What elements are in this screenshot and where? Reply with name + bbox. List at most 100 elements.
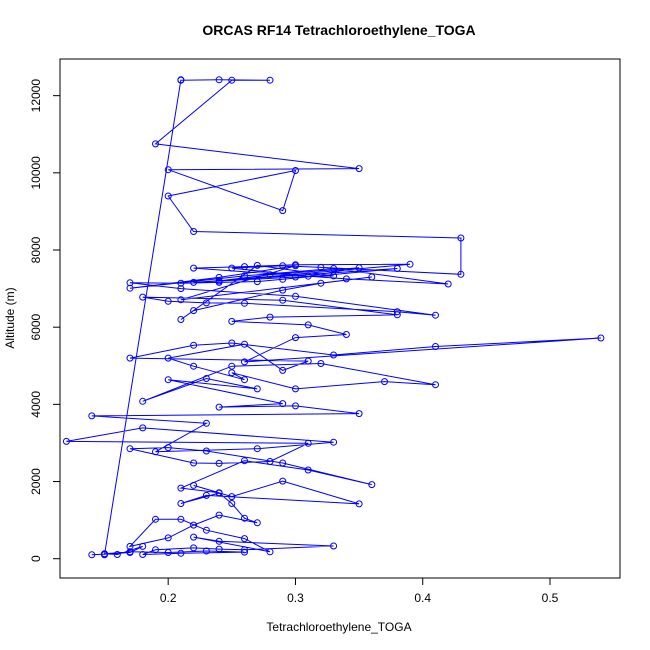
data-point — [190, 362, 198, 370]
x-tick-label: 0.3 — [287, 591, 304, 605]
data-point — [228, 493, 236, 501]
y-axis: 0 2000 4000 6000 8000 10000 12000 — [29, 79, 60, 562]
data-point — [215, 489, 223, 497]
data-point — [317, 263, 325, 271]
data-point — [228, 264, 236, 272]
data-point — [215, 459, 223, 467]
series-line — [66, 79, 601, 556]
x-tick-label: 0.5 — [542, 591, 559, 605]
x-tick-label: 0.4 — [414, 591, 431, 605]
data-point — [368, 481, 376, 489]
data-point — [432, 381, 439, 389]
data-point — [292, 167, 299, 174]
data-point — [279, 286, 287, 294]
data-point — [190, 307, 198, 315]
data-point — [190, 459, 198, 467]
data-point — [381, 378, 388, 386]
data-point — [393, 308, 401, 316]
data-point — [241, 340, 248, 348]
plot-frame — [59, 58, 621, 579]
data-point — [393, 311, 401, 319]
data-point — [177, 285, 185, 293]
data-point — [215, 511, 223, 519]
data-point — [241, 358, 248, 366]
data-point — [215, 273, 223, 281]
x-axis-label: Tetrachloroethylene_TOGA — [266, 620, 411, 634]
data-point — [202, 299, 210, 307]
data-point — [266, 313, 274, 321]
data-point — [126, 284, 134, 292]
data-point — [457, 234, 465, 242]
y-axis-label: Altitude (m) — [3, 287, 17, 348]
data-point — [253, 445, 261, 453]
data-point — [292, 292, 299, 300]
data-point — [152, 140, 159, 148]
data-point — [355, 500, 363, 508]
data-point — [190, 228, 198, 235]
data-point — [241, 546, 248, 554]
data-point — [304, 466, 312, 474]
data-point — [164, 549, 172, 556]
data-point — [406, 260, 414, 268]
data-point — [279, 400, 287, 408]
data-point — [253, 278, 261, 286]
data-point — [202, 375, 210, 382]
data-point — [292, 402, 299, 410]
x-axis: 0.2 0.3 0.4 0.5 — [160, 578, 559, 605]
data-point — [164, 534, 172, 542]
data-point — [266, 271, 274, 279]
data-point — [253, 385, 261, 393]
data-point — [317, 279, 325, 287]
data-point — [190, 481, 198, 489]
data-point — [444, 280, 452, 288]
data-point — [190, 341, 198, 349]
data-point — [330, 265, 338, 272]
data-point — [279, 207, 287, 215]
data-point — [152, 515, 159, 523]
data-point — [101, 551, 108, 559]
data-point — [241, 272, 248, 280]
data-point — [279, 366, 287, 374]
data-point — [126, 548, 134, 556]
data-point — [330, 542, 338, 550]
data-point — [202, 526, 210, 534]
data-point — [304, 321, 312, 329]
data-point — [228, 76, 236, 84]
data-point — [228, 339, 236, 347]
data-point — [330, 438, 338, 446]
y-tick-label: 10000 — [29, 156, 43, 190]
data-point — [202, 547, 210, 555]
data-point — [177, 500, 185, 507]
data-point — [126, 354, 134, 362]
data-point — [215, 545, 223, 553]
data-point — [228, 500, 236, 507]
data-point — [139, 293, 147, 301]
data-point — [88, 412, 96, 420]
data-point — [126, 279, 134, 287]
data-point — [304, 357, 312, 365]
data-point — [279, 459, 287, 467]
data-point — [253, 519, 261, 527]
data-point — [190, 544, 198, 552]
data-point — [177, 316, 185, 323]
data-point — [241, 548, 248, 556]
data-point — [164, 192, 172, 200]
data-point — [279, 296, 287, 304]
data-point — [164, 444, 172, 452]
data-point — [190, 521, 198, 529]
data-point — [432, 343, 439, 350]
data-point — [432, 311, 439, 319]
data-point — [88, 551, 96, 559]
data-point — [202, 419, 210, 427]
series-layer — [62, 76, 605, 559]
chart-title: ORCAS RF14 Tetrachloroethylene_TOGA — [202, 22, 475, 38]
data-point — [292, 385, 299, 393]
data-point — [597, 334, 605, 342]
data-point — [215, 277, 223, 285]
y-tick-label: 0 — [29, 555, 43, 562]
data-point — [355, 410, 363, 418]
data-point — [279, 262, 287, 270]
data-point — [164, 354, 172, 362]
data-point — [241, 263, 248, 271]
y-tick-label: 6000 — [29, 314, 43, 341]
